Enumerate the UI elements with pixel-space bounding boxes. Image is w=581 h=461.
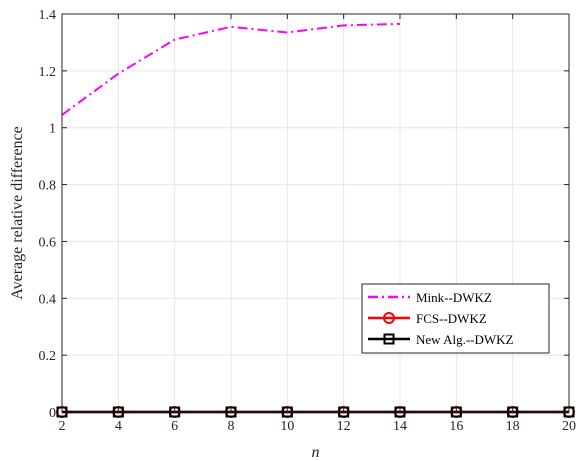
legend: Mink--DWKZ FCS--DWKZ New Alg.--DWKZ <box>361 283 550 354</box>
legend-marker-2 <box>383 333 395 345</box>
legend-marker-1 <box>383 312 395 324</box>
legend-label-2: New Alg.--DWKZ <box>416 332 514 347</box>
y-tick-label: 1.2 <box>39 65 57 80</box>
x-tick-label: 6 <box>171 419 178 434</box>
plot-frame <box>61 13 570 413</box>
y-tick-label: 0 <box>49 406 56 421</box>
x-tick-label: 12 <box>337 419 351 434</box>
x-tick-label: 2 <box>59 419 66 434</box>
y-axis-title: Average relative difference <box>9 126 26 300</box>
x-tick-label: 20 <box>562 419 576 434</box>
y-tick-label: 0.4 <box>39 292 57 307</box>
legend-label-0: Mink--DWKZ <box>416 290 492 305</box>
x-axis-title: n <box>312 444 320 461</box>
y-tick-label: 1 <box>49 122 56 137</box>
y-tick-label: 0.2 <box>39 349 57 364</box>
y-tick-label: 1.4 <box>39 8 57 23</box>
legend-label-1: FCS--DWKZ <box>416 311 487 326</box>
x-tick-label: 18 <box>506 419 520 434</box>
y-tick-label: 0.8 <box>39 179 57 194</box>
y-tick-label: 0.6 <box>39 235 57 250</box>
series-line-0 <box>61 22 401 116</box>
x-tick-label: 4 <box>115 419 122 434</box>
x-tick-label: 10 <box>280 419 294 434</box>
x-tick-label: 14 <box>393 419 407 434</box>
ticks: 2 4 6 8 10 12 14 16 18 20 0 0.2 0.4 0.6 0.8 1 1.2 1.4 <box>39 8 577 434</box>
x-tick-label: 8 <box>228 419 235 434</box>
x-tick-label: 16 <box>449 419 463 434</box>
